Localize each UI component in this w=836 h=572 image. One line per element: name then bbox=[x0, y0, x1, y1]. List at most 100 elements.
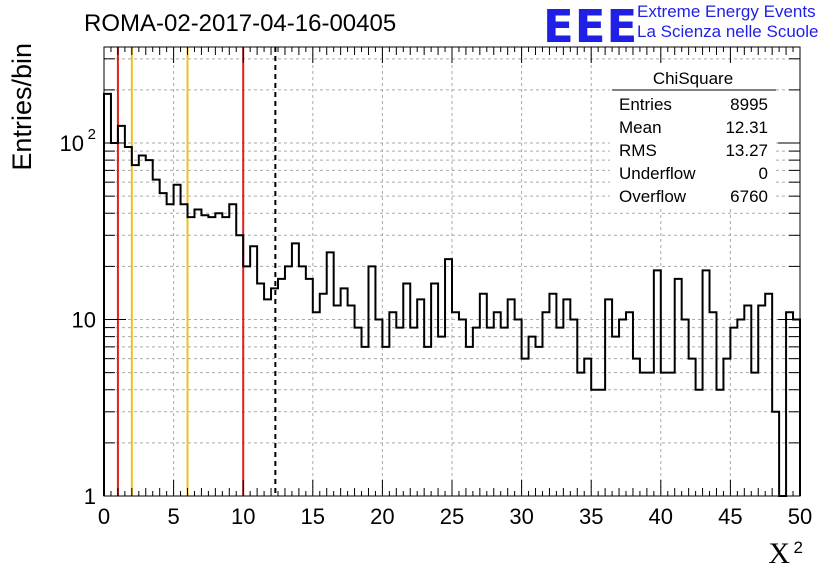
histogram-bin bbox=[661, 373, 668, 496]
histogram-bin bbox=[445, 259, 452, 496]
histogram-bin bbox=[730, 328, 737, 496]
histogram-bin bbox=[675, 279, 682, 496]
histogram-bin bbox=[201, 215, 208, 496]
histogram-bin bbox=[786, 312, 793, 496]
stats-row-value: 8995 bbox=[730, 95, 768, 114]
histogram-bin bbox=[494, 312, 501, 496]
histogram-bin bbox=[633, 359, 640, 496]
histogram-bin bbox=[563, 299, 570, 496]
histogram-bin bbox=[334, 306, 341, 496]
histogram-bin bbox=[473, 328, 480, 496]
x-tick-label: 20 bbox=[370, 504, 394, 529]
histogram-bin bbox=[438, 337, 445, 496]
histogram-bin bbox=[689, 359, 696, 496]
histogram-bin bbox=[236, 235, 243, 496]
histogram-bin bbox=[208, 217, 215, 496]
histogram-bin bbox=[612, 337, 619, 496]
x-tick-label: 30 bbox=[509, 504, 533, 529]
histogram-bin bbox=[417, 299, 424, 496]
stats-row-label: Overflow bbox=[619, 187, 687, 206]
histogram-bin bbox=[703, 270, 710, 496]
histogram-bin bbox=[243, 266, 250, 496]
histogram-bin bbox=[167, 204, 174, 496]
histogram-bin bbox=[723, 359, 730, 496]
x-tick-label: 45 bbox=[718, 504, 742, 529]
histogram-bin bbox=[598, 390, 605, 496]
x-tick-label: 5 bbox=[167, 504, 179, 529]
histogram-bin bbox=[480, 294, 487, 496]
histogram-bin bbox=[570, 320, 577, 496]
histogram-bin bbox=[132, 165, 139, 496]
x-tick-label: 35 bbox=[579, 504, 603, 529]
histogram-bin bbox=[194, 210, 201, 496]
histogram-bin bbox=[668, 373, 675, 496]
histogram-bin bbox=[556, 328, 563, 496]
histogram-bin bbox=[174, 185, 181, 496]
histogram-bin bbox=[139, 155, 146, 496]
y-tick-label-exponent: 2 bbox=[88, 126, 96, 143]
histogram-bin bbox=[542, 312, 549, 496]
histogram-bin bbox=[306, 279, 313, 496]
histogram-bin bbox=[153, 180, 160, 496]
histogram-bin bbox=[619, 320, 626, 496]
histogram-bin bbox=[271, 288, 278, 496]
histogram-bin bbox=[772, 412, 779, 496]
eee-logo: EEE bbox=[543, 0, 639, 53]
stats-row-value: 0 bbox=[759, 164, 768, 183]
y-tick-label: 10 bbox=[72, 308, 96, 333]
histogram-bin bbox=[118, 126, 125, 496]
x-tick-label: 50 bbox=[788, 504, 812, 529]
logo-line-2: La Scienza nelle Scuole bbox=[637, 22, 819, 41]
stats-row-label: Mean bbox=[619, 118, 662, 137]
histogram-bin bbox=[529, 337, 536, 496]
histogram-bin bbox=[424, 347, 431, 496]
histogram-bin bbox=[250, 246, 257, 496]
histogram-bin bbox=[222, 217, 229, 496]
histogram-bin bbox=[696, 390, 703, 496]
x-axis-title: X bbox=[768, 537, 790, 570]
histogram-bin bbox=[285, 266, 292, 496]
histogram-bin bbox=[466, 347, 473, 496]
stats-row-value: 6760 bbox=[730, 187, 768, 206]
histogram-bin bbox=[549, 294, 556, 496]
logo-line-1: Extreme Energy Events bbox=[637, 2, 816, 21]
histogram-bin bbox=[160, 193, 167, 496]
histogram-bin bbox=[375, 320, 382, 496]
histogram-bin bbox=[320, 294, 327, 496]
histogram-bin bbox=[605, 299, 612, 496]
histogram-bin bbox=[682, 320, 689, 496]
histogram-bin bbox=[355, 328, 362, 496]
histogram-bin bbox=[292, 243, 299, 496]
stats-box-title: ChiSquare bbox=[653, 69, 733, 88]
histogram-bin bbox=[431, 283, 438, 496]
histogram-bin bbox=[104, 94, 111, 496]
histogram-bin bbox=[737, 320, 744, 496]
histogram-bin bbox=[327, 252, 334, 496]
histogram-bin bbox=[146, 160, 153, 496]
histogram-bin bbox=[501, 328, 508, 496]
histogram-bin bbox=[647, 373, 654, 496]
histogram-bin bbox=[299, 266, 306, 496]
x-tick-label: 40 bbox=[649, 504, 673, 529]
histogram-bin bbox=[640, 373, 647, 496]
y-tick-label: 1 bbox=[84, 484, 96, 509]
histogram-bin bbox=[716, 390, 723, 496]
histogram-bin bbox=[487, 328, 494, 496]
histogram-bin bbox=[459, 320, 466, 496]
histogram-bin bbox=[536, 347, 543, 496]
histogram-bin bbox=[626, 312, 633, 496]
histogram-bin bbox=[125, 147, 132, 496]
histogram-bin bbox=[591, 390, 598, 496]
stats-box bbox=[610, 64, 776, 209]
histogram-bin bbox=[229, 204, 236, 496]
histogram-bin bbox=[765, 294, 772, 496]
x-tick-label: 25 bbox=[440, 504, 464, 529]
histogram-bin bbox=[515, 320, 522, 496]
histogram-bin bbox=[382, 347, 389, 496]
histogram-bin bbox=[348, 306, 355, 496]
histogram-bin bbox=[257, 283, 264, 496]
stats-row-label: Underflow bbox=[619, 164, 696, 183]
stats-row-label: Entries bbox=[619, 95, 672, 114]
histogram-bin bbox=[654, 270, 661, 496]
histogram-bin bbox=[508, 299, 515, 496]
